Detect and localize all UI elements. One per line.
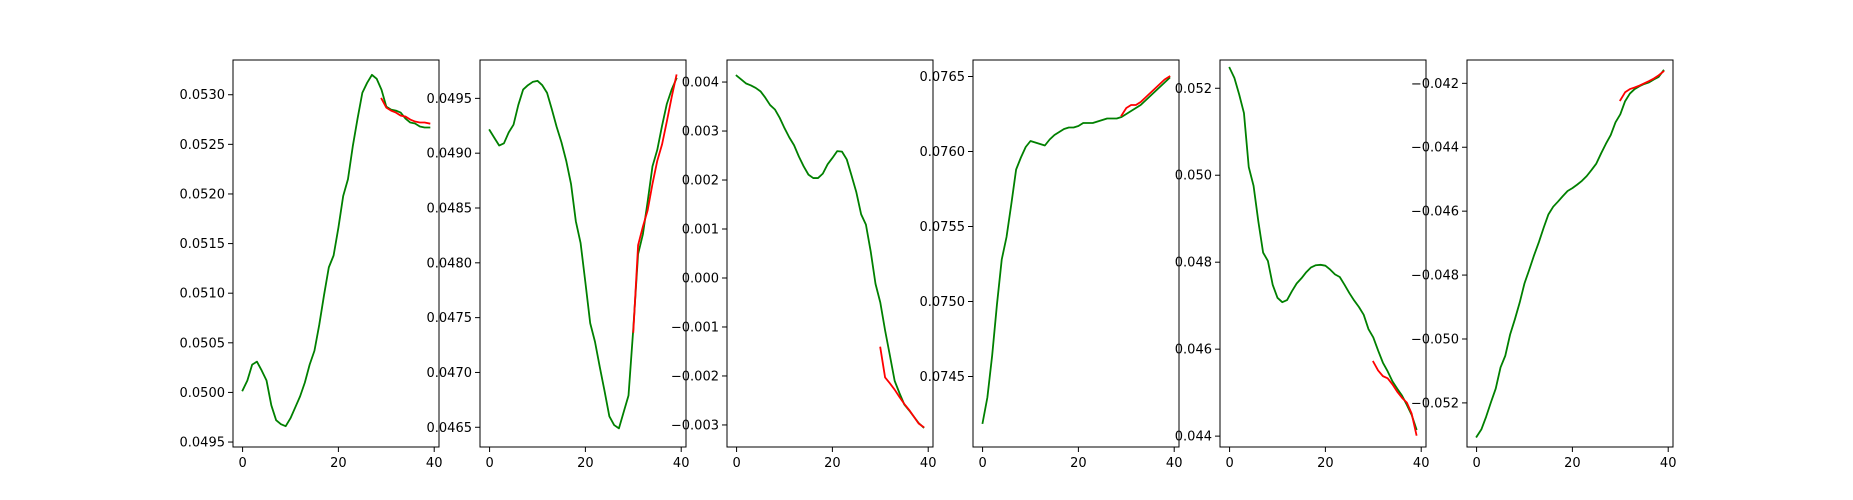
x-tick-label: 40 bbox=[673, 456, 690, 471]
y-tick-label: 0.0520 bbox=[180, 187, 226, 202]
y-tick-label: 0.0750 bbox=[920, 295, 966, 310]
y-tick-label: 0.0465 bbox=[427, 421, 473, 436]
subplot-1: 0 20 40 0.0495 0.0500 0.0505 0.0510 0.0515 0.052… bbox=[180, 59, 443, 471]
y-tick-label: −0.048 bbox=[1411, 269, 1459, 284]
x-tick-label: 20 bbox=[577, 456, 594, 471]
y-tick-label: −0.042 bbox=[1411, 77, 1459, 92]
x-tick-label: 40 bbox=[1413, 456, 1430, 471]
x-tick-label: 20 bbox=[1564, 456, 1581, 471]
x-tick-label: 20 bbox=[824, 456, 841, 471]
y-tick-label: 0.0530 bbox=[180, 88, 226, 103]
y-tick-label: 0.0500 bbox=[180, 386, 226, 401]
x-tick-label: 40 bbox=[1660, 456, 1677, 471]
y-tick-label: −0.002 bbox=[671, 369, 719, 384]
series-line-actual bbox=[1475, 69, 1665, 439]
series-line-predicted bbox=[879, 346, 925, 429]
y-tick-label: 0.000 bbox=[682, 271, 719, 286]
y-tick-label: 0.0745 bbox=[920, 370, 966, 385]
y-tick-label: 0.001 bbox=[682, 223, 719, 238]
y-tick-label: 0.0515 bbox=[180, 237, 226, 252]
series-line-predicted bbox=[1372, 360, 1418, 436]
x-tick-label: 40 bbox=[920, 456, 937, 471]
y-tick-label: 0.0480 bbox=[427, 256, 473, 271]
subplot-6: 0 20 40 −0.052 −0.050 −0.048 −0.046 −0.044 −0.04… bbox=[1411, 59, 1677, 471]
y-tick-label: 0.002 bbox=[682, 174, 719, 189]
y-tick-label: 0.003 bbox=[682, 125, 719, 140]
y-tick-label: 0.0760 bbox=[920, 145, 966, 160]
x-tick-label: 0 bbox=[1472, 456, 1480, 471]
axes-frame bbox=[972, 59, 1180, 448]
y-tick-label: 0.0510 bbox=[180, 287, 226, 302]
y-tick-label: 0.046 bbox=[1175, 343, 1212, 358]
subplot-3: 0 20 40 −0.003 −0.002 −0.001 0.000 0.001 0.002 0.… bbox=[671, 59, 937, 471]
y-tick-label: 0.050 bbox=[1175, 169, 1212, 184]
y-tick-label: 0.0485 bbox=[427, 202, 473, 217]
series-line-actual bbox=[981, 76, 1171, 425]
subplot-4: 0 20 40 0.0745 0.0750 0.0755 0.0760 0.0765 bbox=[920, 59, 1183, 471]
subplot-5: 0 20 40 0.044 0.046 0.048 0.050 0.052 bbox=[1175, 59, 1430, 471]
x-tick-label: 20 bbox=[1070, 456, 1087, 471]
series-line-predicted bbox=[380, 97, 431, 125]
x-tick-label: 0 bbox=[238, 456, 246, 471]
y-tick-label: −0.046 bbox=[1411, 205, 1459, 220]
y-tick-label: 0.004 bbox=[682, 76, 719, 91]
axes-frame bbox=[479, 59, 687, 448]
y-tick-label: 0.0525 bbox=[180, 138, 226, 153]
axes-frame bbox=[726, 59, 934, 448]
subplot-2: 0 20 40 0.0465 0.0470 0.0475 0.0480 0.0485 0.049… bbox=[427, 59, 690, 471]
y-tick-label: 0.0470 bbox=[427, 366, 473, 381]
x-tick-label: 20 bbox=[330, 456, 347, 471]
series-line-predicted bbox=[1619, 70, 1665, 102]
y-tick-label: 0.0490 bbox=[427, 147, 473, 162]
x-tick-label: 40 bbox=[426, 456, 443, 471]
y-tick-label: 0.048 bbox=[1175, 256, 1212, 271]
axes-frame bbox=[1219, 59, 1427, 448]
series-line-actual bbox=[241, 73, 431, 428]
axes-frame bbox=[232, 59, 440, 448]
y-tick-label: −0.044 bbox=[1411, 141, 1459, 156]
series-line-predicted bbox=[1120, 75, 1171, 117]
y-tick-label: −0.001 bbox=[671, 320, 719, 335]
x-tick-label: 40 bbox=[1166, 456, 1183, 471]
y-tick-label: −0.052 bbox=[1411, 396, 1459, 411]
y-tick-label: 0.0755 bbox=[920, 220, 966, 235]
y-tick-label: −0.003 bbox=[671, 418, 719, 433]
x-tick-label: 20 bbox=[1317, 456, 1334, 471]
y-tick-label: 0.0765 bbox=[920, 70, 966, 85]
series-line-actual bbox=[1228, 66, 1418, 431]
y-tick-label: 0.0495 bbox=[427, 92, 473, 107]
x-tick-label: 0 bbox=[978, 456, 986, 471]
x-tick-label: 0 bbox=[732, 456, 740, 471]
y-tick-label: 0.044 bbox=[1175, 430, 1212, 445]
series-line-predicted bbox=[632, 74, 678, 333]
y-tick-label: 0.0495 bbox=[180, 436, 226, 451]
x-tick-label: 0 bbox=[1225, 456, 1233, 471]
y-tick-label: 0.0475 bbox=[427, 311, 473, 326]
y-tick-label: 0.052 bbox=[1175, 82, 1212, 97]
x-tick-label: 0 bbox=[485, 456, 493, 471]
y-tick-label: −0.050 bbox=[1411, 332, 1459, 347]
series-line-actual bbox=[735, 74, 925, 429]
y-tick-label: 0.0505 bbox=[180, 336, 226, 351]
axes-frame bbox=[1466, 59, 1674, 448]
